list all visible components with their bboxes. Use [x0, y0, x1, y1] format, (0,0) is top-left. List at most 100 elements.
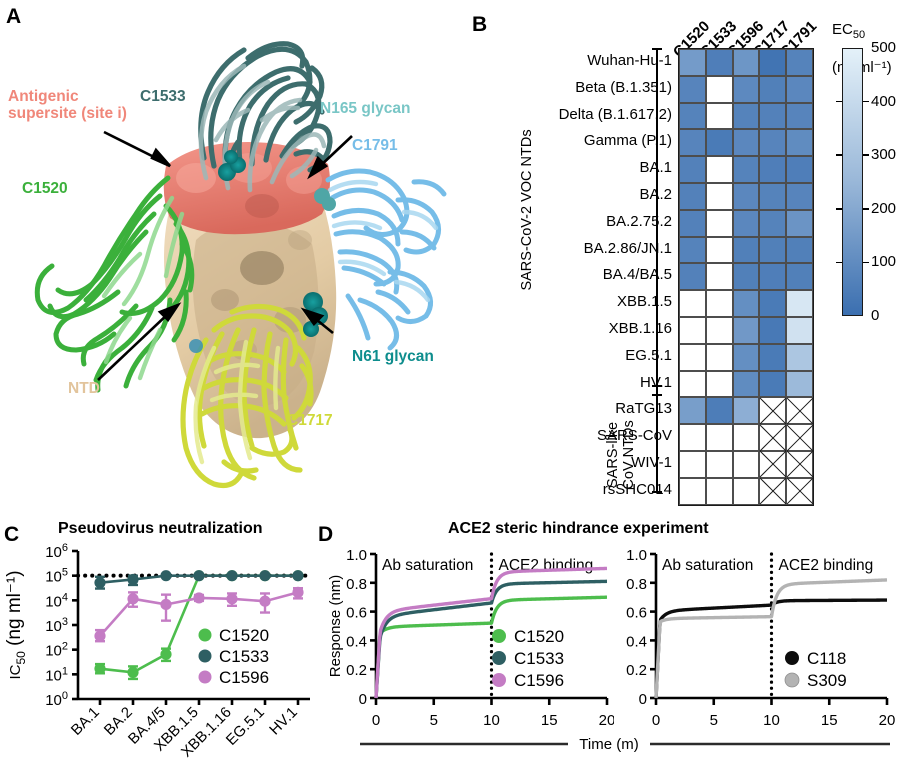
heatmap-cell — [679, 129, 706, 157]
y-tick-label: 0.6 — [626, 605, 647, 622]
heatmap-cell-no-binding — [705, 370, 733, 398]
chart-title-ace2: ACE2 steric hindrance experiment — [448, 520, 709, 537]
colorbar-tick-label: 100 — [871, 253, 897, 271]
series-C1520 — [94, 570, 304, 681]
legend-label: C1520 — [514, 627, 564, 646]
panel-c-pseudovirus: C Pseudovirus neutralization 100 101 102 10… — [0, 516, 318, 771]
heatmap-cell-not-tested — [786, 397, 813, 425]
table-row — [679, 316, 813, 344]
structure-render — [34, 41, 447, 489]
y-axis-label: Response (nm) — [327, 575, 344, 678]
legend-label: C1520 — [219, 626, 269, 645]
panel-d-letter: D — [318, 523, 334, 546]
legend-label: S309 — [807, 671, 847, 690]
heatmap-cell — [732, 129, 760, 157]
heatmap-cell — [732, 316, 760, 344]
heatmap-cell — [759, 75, 787, 103]
heatmap-cell-not-tested — [759, 424, 787, 451]
heatmap-cell — [732, 182, 760, 210]
heatmap-cell — [786, 129, 813, 157]
heatmap-cell — [786, 263, 813, 291]
antibody-c1717-ribbon-light — [193, 339, 281, 465]
heatmap-cell-no-binding — [679, 424, 706, 451]
group-bracket-sarslike — [652, 385, 662, 493]
heatmap-cell-no-binding — [679, 477, 706, 505]
legend-label: C1533 — [514, 649, 564, 668]
heatmap-cell-no-binding — [679, 450, 706, 478]
label-ntd: NTD — [68, 380, 100, 397]
y-tick-label: 0.4 — [346, 633, 367, 650]
heatmap-cell — [679, 209, 706, 237]
heatmap-cell — [786, 182, 813, 210]
heatmap-cell-no-binding — [705, 182, 733, 210]
y-tick-label: 102 — [45, 641, 68, 660]
ace2-right-plot: 0 0.2 0.4 0.6 0.8 1.0 0 5 10 15 20 Ab saturation ACE… — [626, 547, 895, 729]
heatmap-cell — [679, 236, 706, 264]
table-row — [679, 477, 813, 505]
heatmap-cell — [732, 370, 760, 398]
heatmap-cell-no-binding — [705, 209, 733, 237]
annotation-ab-saturation: Ab saturation — [382, 557, 473, 574]
series-C118 — [654, 598, 888, 699]
heatmap-cell — [705, 397, 733, 425]
heatmap-cell — [679, 263, 706, 291]
heatmap-cell — [705, 49, 733, 76]
y-tick-label: 103 — [45, 616, 68, 635]
panel-a-letter: A — [6, 5, 22, 28]
heatmap-row-label: BA.1 — [639, 155, 672, 182]
n165-glycan-spheres — [218, 150, 336, 211]
series-C1533 — [94, 570, 304, 590]
heatmap-cell-not-tested — [786, 477, 813, 505]
legend-marker — [198, 649, 212, 663]
heatmap-cell-no-binding — [732, 450, 760, 478]
antibody-c1791-ribbon-light — [327, 179, 439, 303]
heatmap-cell-no-binding — [732, 477, 760, 505]
legend-marker — [492, 673, 506, 687]
heatmap-row-label: Gamma (P.1) — [583, 132, 672, 150]
heatmap-row-label: BA.2.75.2 — [606, 212, 672, 230]
table-row — [679, 450, 813, 478]
x-tick-label: 15 — [821, 712, 838, 729]
heatmap-cell-no-binding — [705, 75, 733, 103]
x-tick-label: 5 — [710, 712, 718, 729]
x-tick-label: 10 — [483, 712, 500, 729]
heatmap-cell — [732, 156, 760, 183]
table-row — [679, 129, 813, 157]
panel-a-structure: A — [0, 0, 460, 516]
colorbar-tick-mark — [863, 261, 869, 264]
heatmap-row-label: Delta (B.1.617.2) — [558, 105, 672, 123]
series-C1520 — [374, 595, 608, 699]
antibody-c1791-ribbon — [325, 168, 447, 351]
table-row — [679, 75, 813, 103]
heatmap-cell — [732, 290, 760, 317]
y-tick-label: 100 — [45, 690, 68, 709]
x-tick-label: 5 — [430, 712, 438, 729]
heatmap-cell-no-binding — [705, 477, 733, 505]
x-tick-label: BA.1 — [68, 704, 103, 739]
heatmap-row-label: SARS-CoV — [596, 427, 672, 445]
heatmap-cell-no-binding — [679, 343, 706, 371]
heatmap-row-label: WIV-1 — [631, 454, 672, 471]
heatmap-cell — [759, 343, 787, 371]
colorbar-tick-label: 300 — [871, 146, 897, 164]
heatmap-cell — [759, 290, 787, 317]
x-tick-label: 0 — [372, 712, 380, 729]
antibody-c1520-ribbon-light — [101, 195, 185, 381]
heatmap-cell-no-binding — [705, 450, 733, 478]
panel-b-letter: B — [472, 13, 488, 36]
heatmap-cell — [759, 370, 787, 398]
heatmap-cell — [679, 182, 706, 210]
y-tick-label: 1.0 — [346, 547, 367, 564]
legend-label: C1533 — [219, 647, 269, 666]
label-antigenic-supersite: Antigenic supersite (site i) — [8, 88, 127, 123]
legend-label: C1596 — [219, 668, 269, 687]
y-tick-label: 1.0 — [626, 547, 647, 564]
antigenic-supersite-surface — [163, 142, 330, 235]
table-row — [679, 424, 813, 451]
series-C1596 — [374, 566, 608, 699]
heatmap-row-label: rsSHC014 — [602, 480, 672, 498]
ace2-shared-xlabel: Time (m) — [360, 736, 890, 753]
label-c1791: C1791 — [352, 137, 398, 154]
table-row — [679, 182, 813, 210]
y-tick-label: 101 — [45, 665, 68, 684]
